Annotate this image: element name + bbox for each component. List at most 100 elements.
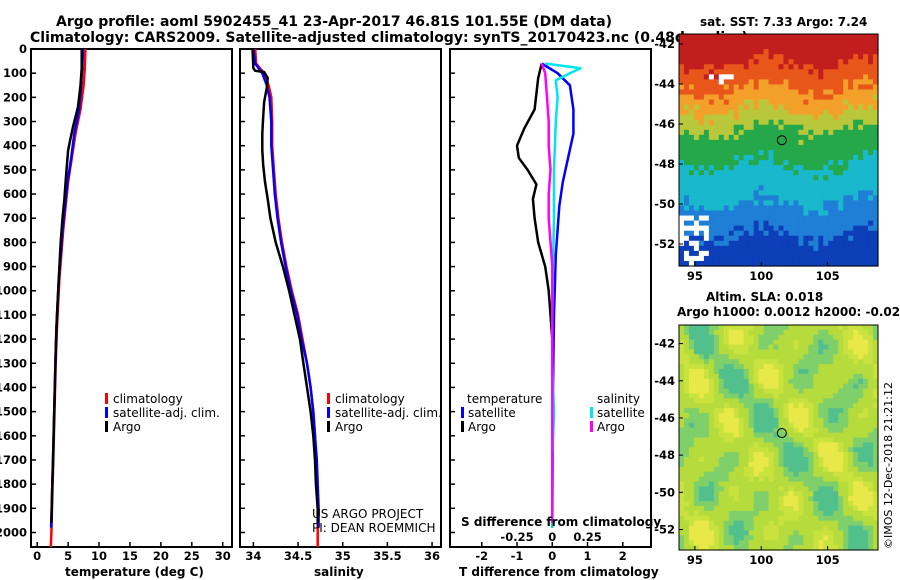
map-cell (773, 139, 780, 146)
map-cell (858, 540, 864, 546)
map-cell (723, 190, 730, 196)
map-cell (838, 160, 844, 166)
map-cell (733, 510, 740, 517)
map-cell (858, 452, 864, 458)
map-cell (679, 344, 685, 351)
map-cell (823, 215, 829, 222)
map-cell (868, 230, 874, 237)
map-cell (753, 442, 760, 448)
map-cell (708, 505, 715, 512)
legend-climatology-swatch (105, 393, 108, 404)
map-cell (723, 34, 730, 40)
map-cell (753, 109, 760, 116)
map-cell (813, 84, 819, 91)
map-cell (848, 170, 854, 176)
depth-tick-label: 100 (3, 66, 27, 80)
map-cell (683, 545, 690, 551)
map-cell (713, 225, 720, 232)
map-cell (703, 109, 710, 116)
map-cell (863, 79, 869, 86)
map-cell (713, 180, 720, 186)
map-cell (783, 373, 790, 380)
map-cell (843, 373, 849, 380)
map-cell (818, 486, 824, 492)
map-cell (733, 155, 740, 161)
map-cell (698, 210, 705, 217)
map-cell (768, 393, 775, 399)
map-cell (818, 205, 824, 212)
map-cell (853, 250, 859, 257)
map-cell (703, 388, 710, 395)
map-cell (738, 354, 745, 360)
map-cell (768, 230, 775, 237)
map-cell (713, 49, 720, 55)
map-cell (723, 129, 730, 136)
map-cell (793, 79, 799, 86)
map-cell (833, 339, 839, 346)
map-cell (843, 235, 849, 242)
map-cell (688, 74, 695, 80)
map-cell (793, 245, 799, 252)
map-cell (843, 39, 849, 45)
map-cell (803, 378, 809, 385)
map-cell (698, 471, 705, 478)
map-cell (723, 437, 730, 443)
map-cell (848, 432, 854, 439)
map-cell (763, 150, 770, 156)
map-cell (743, 185, 750, 191)
map-cell (758, 393, 765, 399)
map-cell (778, 144, 785, 151)
salinity-series-argo (251, 48, 319, 523)
map-cell (793, 139, 799, 146)
map-cell (773, 250, 780, 257)
map-cell (823, 408, 829, 414)
map-cell (863, 422, 869, 429)
map-cell (763, 403, 770, 409)
map-cell (818, 427, 824, 434)
map-cell (833, 129, 839, 136)
map-cell (798, 205, 804, 212)
map-cell (763, 79, 770, 86)
map-cell (698, 354, 705, 360)
map-cell (783, 89, 790, 96)
map-cell (743, 44, 750, 50)
map-cell (833, 160, 839, 166)
map-cell (713, 215, 720, 222)
map-cell (718, 344, 725, 351)
map-cell (818, 79, 824, 86)
map-cell (823, 54, 829, 60)
salinity-x-tick-label: 34 (245, 549, 261, 563)
map-cell (738, 109, 745, 116)
map-cell (703, 427, 710, 434)
map-cell (873, 535, 879, 541)
map-cell (679, 44, 685, 50)
map-cell (753, 119, 760, 126)
map-cell (708, 104, 715, 111)
map-cell (688, 417, 695, 424)
map-cell (828, 481, 834, 488)
map-cell (803, 190, 809, 196)
map-cell (803, 393, 809, 399)
map-cell (798, 64, 804, 70)
map-cell (728, 393, 735, 399)
map-cell (803, 373, 809, 380)
map-cell (723, 74, 730, 80)
map-cell (718, 39, 725, 45)
map-cell (858, 175, 864, 181)
map-cell (743, 155, 750, 161)
map-cell (823, 134, 829, 141)
map-cell (728, 437, 735, 443)
map-cell (693, 144, 700, 151)
map-cell (698, 129, 705, 136)
map-cell (783, 220, 790, 227)
map-cell (748, 461, 755, 468)
map-cell (783, 461, 790, 468)
map-cell (843, 457, 849, 463)
map-cell (808, 225, 814, 232)
map-cell (788, 354, 795, 360)
map-cell (703, 94, 710, 101)
map-cell (723, 139, 730, 146)
map-cell (813, 250, 819, 257)
map-cell (713, 437, 720, 443)
map-cell (743, 466, 750, 473)
